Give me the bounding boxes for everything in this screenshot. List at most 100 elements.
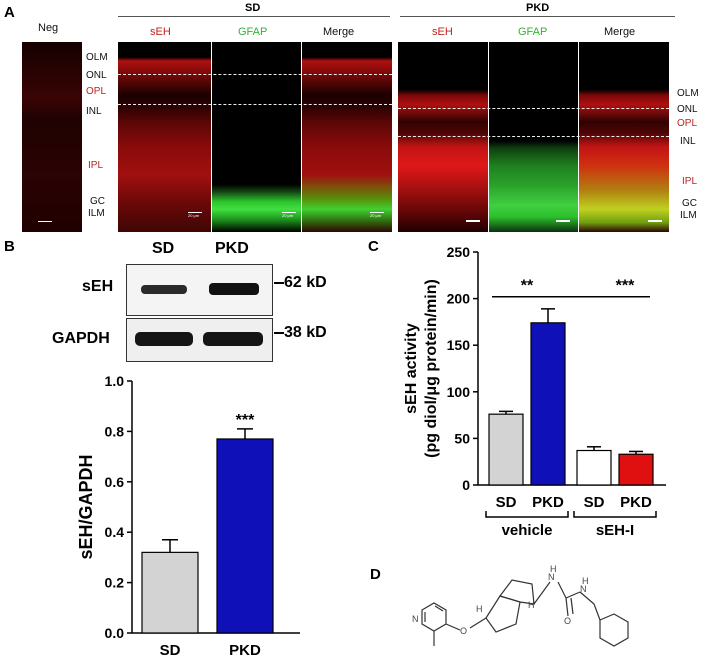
pkd-merge-scalebar <box>648 220 662 222</box>
svg-text:N: N <box>548 572 555 582</box>
blot-seh-kd: 62 kD <box>274 274 327 292</box>
pkd-layer-onl: ONL <box>677 104 698 115</box>
blot-seh-kd-text: 62 kD <box>284 274 327 291</box>
chart-c-category-label: SD <box>584 494 605 511</box>
svg-text:H: H <box>582 576 589 586</box>
blot-gapdh-kd-text: 38 kD <box>284 324 327 341</box>
chart-b-ytick-label: 0.6 <box>105 474 125 490</box>
pkd-layer-ilm: ILM <box>680 210 697 221</box>
pkd-layer-ipl: IPL <box>682 176 698 187</box>
chart-c-ylabel-1: sEH activity <box>403 323 420 414</box>
chart-b-ytick-label: 0.0 <box>105 625 125 641</box>
pkd-seh-micrograph <box>398 42 488 232</box>
svg-text:N: N <box>580 584 587 594</box>
chart-c-category-label: SD <box>496 494 517 511</box>
blot-lane-pkd: PKD <box>215 240 249 257</box>
pkd-merge-micrograph <box>579 42 669 232</box>
chart-b-bar <box>141 551 199 634</box>
chart-b-ytick-label: 0.8 <box>105 423 125 439</box>
chart-c-ylabel-2: (pg diol/μg protein/min) <box>423 279 440 458</box>
panel-label-d: D <box>370 566 381 583</box>
chart-c-ytick-label: 0 <box>462 477 470 493</box>
blot-gapdh-kd: 38 kD <box>274 324 327 342</box>
pkd-dash-top <box>398 108 669 109</box>
chart-c-significance-2: *** <box>616 278 635 295</box>
chart-b-bar <box>216 438 274 634</box>
chart-c-group-label: vehicle <box>502 522 553 539</box>
sd-merge-scale-text: 20 μm <box>370 213 382 218</box>
sd-onl-dash-top <box>118 74 392 75</box>
sd-layer-inl: INL <box>86 106 102 117</box>
sd-layer-opl: OPL <box>86 86 107 97</box>
chart-b-ylabel: sEH/GAPDH <box>76 454 96 559</box>
chart-c-category-label: PKD <box>620 494 652 511</box>
pkd-merge-header: Merge <box>604 26 636 38</box>
sd-merge-scalebar: 20 μm <box>370 212 384 218</box>
chart-c-ytick-label: 250 <box>447 244 471 260</box>
chart-c-bar <box>618 453 654 486</box>
panel-label-b: B <box>4 238 15 255</box>
svg-text:O: O <box>564 616 571 626</box>
pkd-seh-header: sEH <box>432 26 453 38</box>
sd-seh-scale-text: 20 μm <box>188 213 200 218</box>
sd-gfap-micrograph <box>212 42 301 232</box>
blot-seh-band-sd <box>141 285 187 294</box>
svg-text:H: H <box>476 604 483 614</box>
sd-merge-header: Merge <box>323 26 355 38</box>
chart-b-ytick-label: 1.0 <box>105 373 125 389</box>
chart-c-bar <box>488 413 524 486</box>
chart-b-category-label: SD <box>160 642 181 659</box>
pkd-layer-gc: GC <box>682 198 697 209</box>
sd-onl-dash-bottom <box>118 104 392 105</box>
sd-gfap-scale-text: 20 μm <box>282 213 294 218</box>
pkd-group-line <box>400 16 675 17</box>
chart-c-group-bracket <box>573 511 657 518</box>
blot-gapdh-strip <box>126 318 273 362</box>
chart-c-category-label: PKD <box>532 494 564 511</box>
svg-text:N: N <box>412 614 419 624</box>
pkd-gfap-scalebar <box>556 220 570 222</box>
svg-text:O: O <box>460 626 467 636</box>
sd-layer-onl: ONL <box>86 70 107 81</box>
blot-gapdh-band-sd <box>135 332 193 346</box>
chart-b-category-label: PKD <box>229 642 261 659</box>
blot-row-seh-label: sEH <box>82 278 114 295</box>
chart-c-bar <box>530 322 566 486</box>
sd-layer-ilm: ILM <box>88 208 105 219</box>
pkd-layer-opl: OPL <box>677 118 698 129</box>
blot-lane-sd: SD <box>152 240 175 257</box>
chart-b: 0.0 0.2 0.4 0.6 0.8 1.0 SD PKD *** sEH/GAPDH <box>76 373 300 659</box>
sd-seh-micrograph <box>118 42 211 232</box>
chart-c-ytick-label: 200 <box>447 291 471 307</box>
chart-c-group-label: sEH-I <box>596 522 634 539</box>
sd-seh-scalebar: 20 μm <box>188 212 202 218</box>
pkd-gfap-micrograph <box>489 42 578 232</box>
pkd-layer-inl: INL <box>680 136 696 147</box>
sd-gfap-header: GFAP <box>238 26 268 38</box>
sd-layer-gc: GC <box>90 196 105 207</box>
chart-c-ytick-label: 50 <box>454 430 470 446</box>
chart-c-bar <box>576 449 612 486</box>
sd-group-line <box>118 16 390 17</box>
svg-text:H: H <box>528 600 535 610</box>
chart-c-ytick-label: 100 <box>447 384 471 400</box>
neg-label: Neg <box>38 22 59 34</box>
pkd-layer-olm: OLM <box>677 88 699 99</box>
neg-micrograph <box>22 42 82 232</box>
sd-group-label: SD <box>245 2 261 14</box>
chart-b-ytick-label: 0.4 <box>105 524 125 540</box>
pkd-group-label: PKD <box>526 2 550 14</box>
chart-c-significance-1: ** <box>521 278 534 295</box>
blot-row-gapdh-label: GAPDH <box>52 330 110 347</box>
panel-label-c: C <box>368 238 379 255</box>
sd-layer-olm: OLM <box>86 52 108 63</box>
pkd-seh-scalebar <box>466 220 480 222</box>
sd-seh-header: sEH <box>150 26 171 38</box>
chart-b-ytick-label: 0.2 <box>105 575 125 591</box>
sd-merge-micrograph <box>302 42 392 232</box>
blot-seh-band-pkd <box>209 283 259 295</box>
chart-c-group-bracket <box>485 511 569 518</box>
svg-text:H: H <box>550 564 557 574</box>
chart-b-significance: *** <box>236 412 255 429</box>
